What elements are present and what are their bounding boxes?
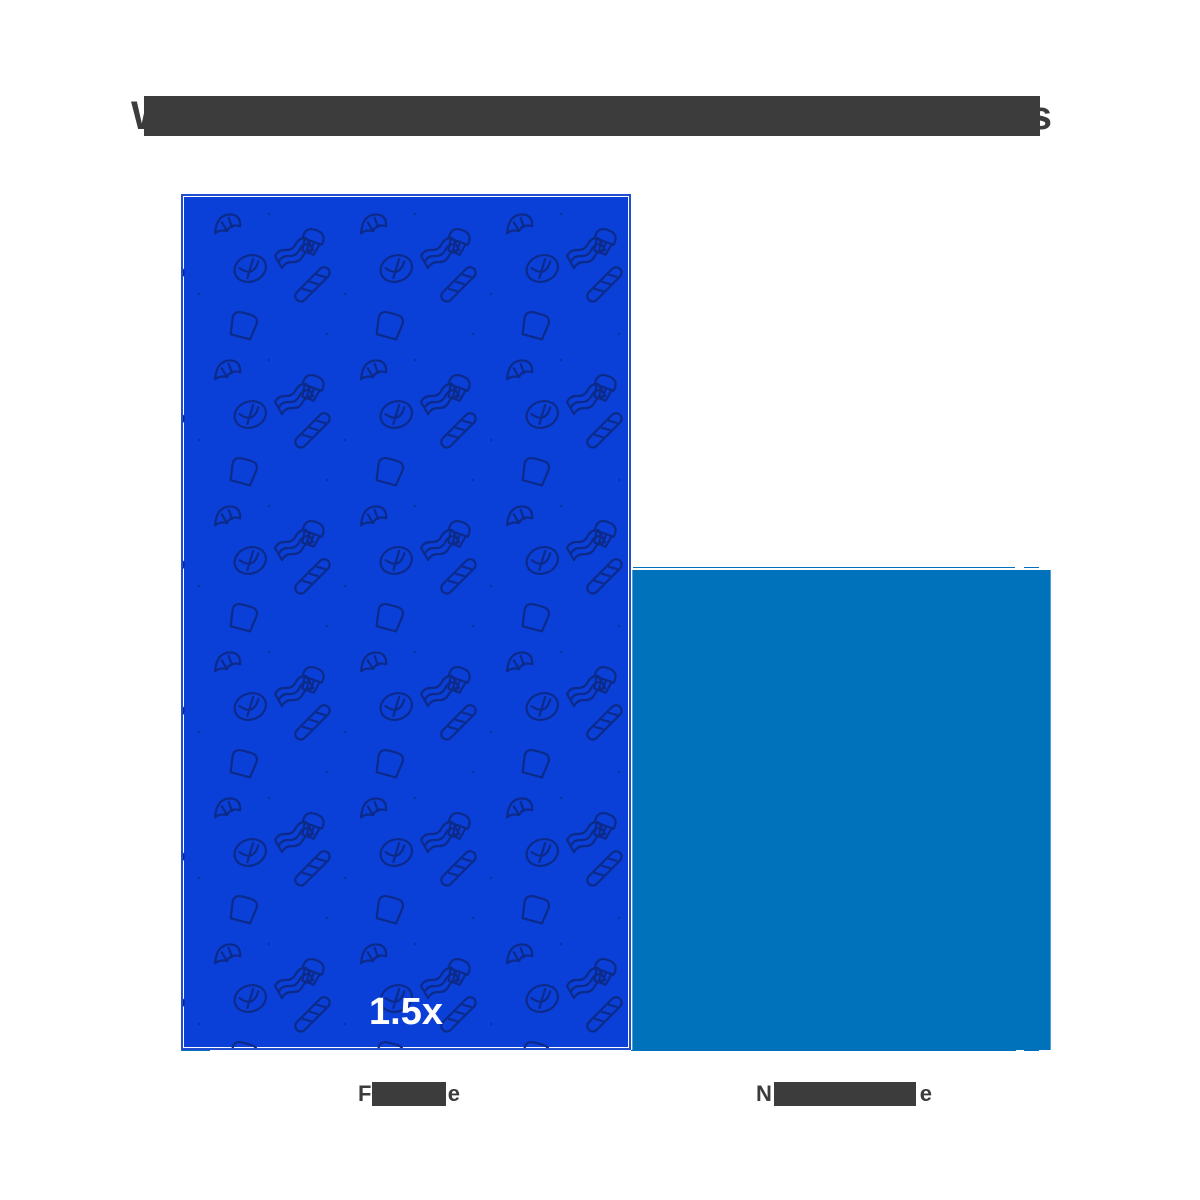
axis-baseline [631,1050,1016,1051]
bar-first-category [181,194,631,1050]
bar-top-line-segment [1024,567,1039,568]
title-redaction-bar [144,96,1040,136]
chart-title: W s [131,96,1052,136]
bar-second-category [632,570,1051,1050]
x-label-first-end: e [447,1081,460,1106]
x-label-first-redaction [372,1082,446,1106]
x-label-first-start: F [358,1081,372,1106]
bar-annotation: 1.5x [369,991,443,1033]
x-label-second: N e [756,1082,932,1106]
bakery-pattern [183,196,629,1048]
axis-baseline-left [181,1050,210,1051]
x-label-second-redaction [774,1082,916,1106]
x-label-first: F e [358,1082,460,1106]
bar-top-line [633,567,1015,568]
axis-baseline-right [1024,1050,1039,1051]
x-label-second-start: N [756,1081,772,1106]
x-label-second-end: e [919,1081,932,1106]
